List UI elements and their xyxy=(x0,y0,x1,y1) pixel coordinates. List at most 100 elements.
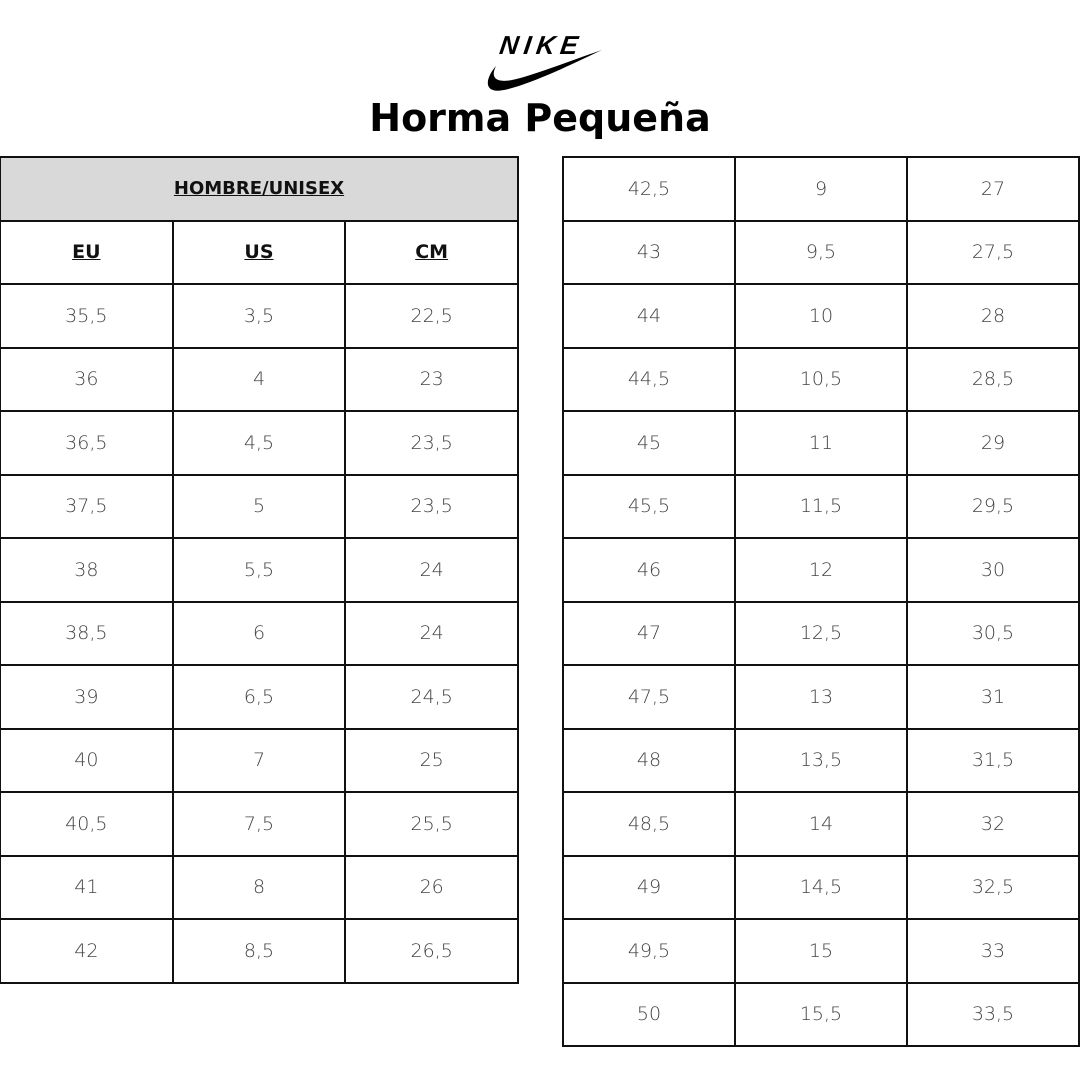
cell-us: 15,5 xyxy=(734,981,908,1047)
cell-us: 4 xyxy=(171,346,347,412)
cell-eu: 48 xyxy=(562,727,736,793)
group-header: HOMBRE/UNISEX xyxy=(0,156,519,222)
table-row: 39 6,5 24,5 xyxy=(0,664,519,730)
table-row: 44 10 28 xyxy=(562,283,1080,349)
cell-eu: 36,5 xyxy=(0,410,174,476)
cell-eu: 40,5 xyxy=(0,791,174,857)
nike-logo-icon: NIKE xyxy=(487,30,602,91)
cell-cm: 31,5 xyxy=(906,727,1080,793)
cell-eu: 36 xyxy=(0,346,174,412)
cell-us: 10,5 xyxy=(734,346,908,412)
cell-cm: 24 xyxy=(344,537,519,603)
cell-us: 7,5 xyxy=(171,791,347,857)
table-row: 46 12 30 xyxy=(562,537,1080,603)
cell-us: 10 xyxy=(734,283,908,349)
cell-cm: 25,5 xyxy=(344,791,519,857)
table-row: 42,5 9 27 xyxy=(562,156,1080,222)
cell-cm: 33,5 xyxy=(906,981,1080,1047)
cell-cm: 28 xyxy=(906,283,1080,349)
cell-cm: 27,5 xyxy=(906,219,1080,285)
cell-us: 6,5 xyxy=(171,664,347,730)
cell-cm: 29 xyxy=(906,410,1080,476)
cell-cm: 32,5 xyxy=(906,854,1080,920)
column-header-row: EU US CM xyxy=(0,219,519,285)
cell-cm: 28,5 xyxy=(906,346,1080,412)
table-row: 35,5 3,5 22,5 xyxy=(0,283,519,349)
cell-cm: 24,5 xyxy=(344,664,519,730)
table-row: 41 8 26 xyxy=(0,854,519,920)
page-title: Horma Pequeña xyxy=(369,96,711,140)
cell-cm: 30,5 xyxy=(906,600,1080,666)
table-row: 36,5 4,5 23,5 xyxy=(0,410,519,476)
cell-eu: 49 xyxy=(562,854,736,920)
cell-eu: 35,5 xyxy=(0,283,174,349)
cell-cm: 24 xyxy=(344,600,519,666)
cell-eu: 42 xyxy=(0,918,174,984)
cell-cm: 26 xyxy=(344,854,519,920)
table-row: 49 14,5 32,5 xyxy=(562,854,1080,920)
cell-us: 15 xyxy=(734,918,908,984)
cell-us: 5,5 xyxy=(171,537,347,603)
cell-cm: 25 xyxy=(344,727,519,793)
cell-eu: 44,5 xyxy=(562,346,736,412)
cell-eu: 38 xyxy=(0,537,174,603)
table-row: 48 13,5 31,5 xyxy=(562,727,1080,793)
cell-us: 13,5 xyxy=(734,727,908,793)
cell-cm: 31 xyxy=(906,664,1080,730)
cell-us: 12 xyxy=(734,537,908,603)
cell-eu: 45 xyxy=(562,410,736,476)
table-row: 45,5 11,5 29,5 xyxy=(562,473,1080,539)
cell-cm: 32 xyxy=(906,791,1080,857)
cell-eu: 39 xyxy=(0,664,174,730)
cell-us: 9 xyxy=(734,156,908,222)
cell-cm: 23,5 xyxy=(344,410,519,476)
cell-us: 14,5 xyxy=(734,854,908,920)
table-row: 40 7 25 xyxy=(0,727,519,793)
cell-eu: 50 xyxy=(562,981,736,1047)
cell-us: 14 xyxy=(734,791,908,857)
cell-us: 11,5 xyxy=(734,473,908,539)
cell-us: 8 xyxy=(171,854,347,920)
cell-eu: 40 xyxy=(0,727,174,793)
size-table-left: HOMBRE/UNISEX EU US CM 35,5 3,5 22,5 36 4 23 36,5 4… xyxy=(0,156,519,984)
size-table-right: 42,5 9 27 43 9,5 27,5 44 10 28 44,5 10,5 28,5 45 11 29… xyxy=(562,156,1080,1047)
cell-cm: 27 xyxy=(906,156,1080,222)
cell-cm: 23 xyxy=(344,346,519,412)
cell-us: 9,5 xyxy=(734,219,908,285)
cell-eu: 42,5 xyxy=(562,156,736,222)
cell-cm: 30 xyxy=(906,537,1080,603)
cell-cm: 26,5 xyxy=(344,918,519,984)
column-header-eu: EU xyxy=(0,219,174,285)
cell-eu: 48,5 xyxy=(562,791,736,857)
cell-us: 7 xyxy=(171,727,347,793)
cell-cm: 22,5 xyxy=(344,283,519,349)
cell-us: 12,5 xyxy=(734,600,908,666)
table-row: 47,5 13 31 xyxy=(562,664,1080,730)
cell-us: 11 xyxy=(734,410,908,476)
table-row: 45 11 29 xyxy=(562,410,1080,476)
table-row: 36 4 23 xyxy=(0,346,519,412)
table-row: 43 9,5 27,5 xyxy=(562,219,1080,285)
cell-eu: 49,5 xyxy=(562,918,736,984)
cell-eu: 37,5 xyxy=(0,473,174,539)
cell-eu: 43 xyxy=(562,219,736,285)
cell-us: 8,5 xyxy=(171,918,347,984)
cell-eu: 47 xyxy=(562,600,736,666)
cell-eu: 38,5 xyxy=(0,600,174,666)
cell-eu: 47,5 xyxy=(562,664,736,730)
table-row: 47 12,5 30,5 xyxy=(562,600,1080,666)
cell-us: 6 xyxy=(171,600,347,666)
cell-eu: 44 xyxy=(562,283,736,349)
table-row: 38 5,5 24 xyxy=(0,537,519,603)
cell-eu: 46 xyxy=(562,537,736,603)
table-row: 40,5 7,5 25,5 xyxy=(0,791,519,857)
cell-eu: 45,5 xyxy=(562,473,736,539)
group-header-row: HOMBRE/UNISEX xyxy=(0,156,519,222)
cell-cm: 33 xyxy=(906,918,1080,984)
cell-us: 3,5 xyxy=(171,283,347,349)
column-header-us: US xyxy=(171,219,347,285)
table-row: 38,5 6 24 xyxy=(0,600,519,666)
table-row: 44,5 10,5 28,5 xyxy=(562,346,1080,412)
cell-cm: 23,5 xyxy=(344,473,519,539)
table-row: 49,5 15 33 xyxy=(562,918,1080,984)
